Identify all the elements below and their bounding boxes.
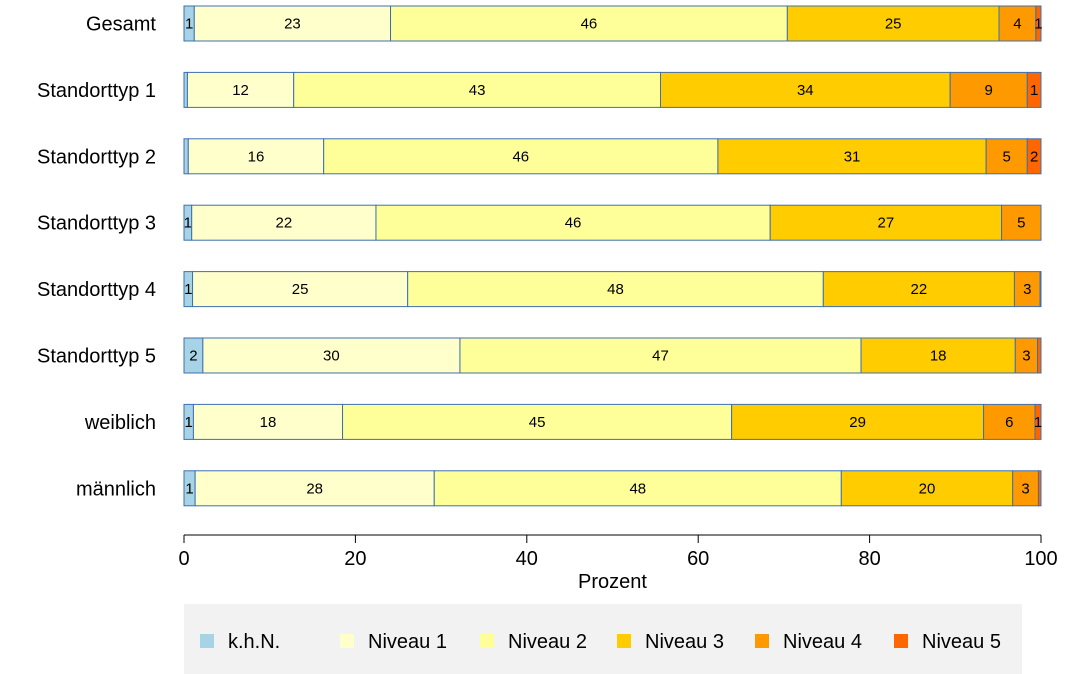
data-label: 6	[1005, 414, 1013, 431]
data-label: 1	[184, 215, 192, 232]
data-label: 46	[581, 16, 598, 33]
bar-segment	[184, 72, 187, 107]
bar-segment	[1038, 471, 1041, 506]
x-tick-label: 60	[687, 548, 709, 570]
category-label: Standorttyp 5	[37, 346, 156, 368]
bar-row: 1 18 45 29 6 1	[184, 404, 1042, 439]
data-label: 2	[1030, 148, 1038, 165]
bar-row: 1 28 48 20 3	[184, 471, 1041, 506]
bar-segment	[184, 139, 188, 174]
data-label: 48	[629, 480, 646, 497]
legend-swatch	[480, 634, 494, 648]
legend-label: Niveau 2	[508, 631, 587, 653]
data-label: 18	[930, 348, 947, 365]
bar-row: 1 23 46 25 4 1	[184, 6, 1043, 41]
data-label: 4	[1013, 16, 1021, 33]
legend-swatch	[617, 634, 631, 648]
legend-label: k.h.N.	[228, 631, 280, 653]
legend: k.h.N. Niveau 1 Niveau 2 Niveau 3 Niveau 4 Ni…	[184, 604, 1022, 674]
data-label: 22	[911, 281, 928, 298]
data-label: 3	[1023, 281, 1031, 298]
data-label: 9	[985, 82, 993, 99]
data-label: 25	[292, 281, 309, 298]
x-tick-label: 80	[858, 548, 880, 570]
data-label: 23	[284, 16, 301, 33]
bar-row: 1 22 46 27 5	[184, 205, 1041, 240]
data-label: 28	[306, 480, 323, 497]
data-label: 5	[1003, 148, 1011, 165]
data-label: 3	[1022, 348, 1030, 365]
category-labels: Gesamt Standorttyp 1 Standorttyp 2 Standort…	[37, 14, 156, 501]
legend-label: Niveau 3	[645, 631, 724, 653]
category-label: Standorttyp 1	[37, 80, 156, 102]
x-ticks: 0 20 40 60 80 100	[178, 535, 1057, 570]
category-label: männlich	[76, 478, 156, 500]
data-label: 34	[797, 82, 814, 99]
data-label: 27	[878, 215, 895, 232]
bar-row: 2 30 47 18 3	[184, 338, 1041, 373]
category-label: weiblich	[84, 412, 156, 434]
data-label: 48	[607, 281, 624, 298]
category-label: Standorttyp 3	[37, 213, 156, 235]
data-label: 31	[844, 148, 861, 165]
data-label: 1	[185, 480, 193, 497]
x-tick-label: 0	[178, 548, 189, 570]
data-label: 46	[512, 148, 529, 165]
x-tick-label: 20	[344, 548, 366, 570]
bar-row: 16 46 31 5 2	[184, 139, 1041, 174]
data-label: 1	[185, 414, 193, 431]
data-label: 22	[275, 215, 292, 232]
bar-row: 12 43 34 9 1	[184, 72, 1041, 107]
data-label: 29	[849, 414, 866, 431]
data-label: 1	[184, 281, 192, 298]
data-label: 25	[885, 16, 902, 33]
data-label: 45	[529, 414, 546, 431]
data-label: 16	[248, 148, 265, 165]
data-label: 30	[323, 348, 340, 365]
data-label: 1	[185, 16, 193, 33]
legend-label: Niveau 1	[368, 631, 447, 653]
bar-segment	[1040, 272, 1041, 307]
category-label: Standorttyp 2	[37, 146, 156, 168]
data-label: 20	[919, 480, 936, 497]
x-tick-label: 40	[516, 548, 538, 570]
legend-label: Niveau 5	[922, 631, 1001, 653]
bar-row: 1 25 48 22 3	[184, 272, 1041, 307]
data-label: 12	[232, 82, 249, 99]
legend-label: Niveau 4	[783, 631, 862, 653]
category-label: Standorttyp 4	[37, 279, 156, 301]
legend-swatch	[755, 634, 769, 648]
category-label: Gesamt	[86, 14, 156, 36]
legend-swatch	[200, 634, 214, 648]
data-label: 1	[1034, 16, 1042, 33]
bar-segment	[1038, 338, 1041, 373]
data-label: 47	[652, 348, 669, 365]
data-label: 3	[1021, 480, 1029, 497]
data-label: 46	[565, 215, 582, 232]
data-label: 5	[1017, 215, 1025, 232]
data-label: 1	[1034, 414, 1042, 431]
legend-swatch	[340, 634, 354, 648]
x-axis-title: Prozent	[578, 571, 647, 593]
data-label: 43	[469, 82, 486, 99]
legend-swatch	[894, 634, 908, 648]
bars-group: 1 23 46 25 4 112 43 34 9 116 46 31 5 21 22 46 27 51 25 48 22…	[184, 6, 1043, 506]
data-label: 1	[1030, 82, 1038, 99]
data-label: 2	[189, 348, 197, 365]
x-axis: 0 20 40 60 80 100 Prozent	[178, 535, 1057, 593]
data-label: 18	[260, 414, 277, 431]
x-tick-label: 100	[1024, 548, 1057, 570]
